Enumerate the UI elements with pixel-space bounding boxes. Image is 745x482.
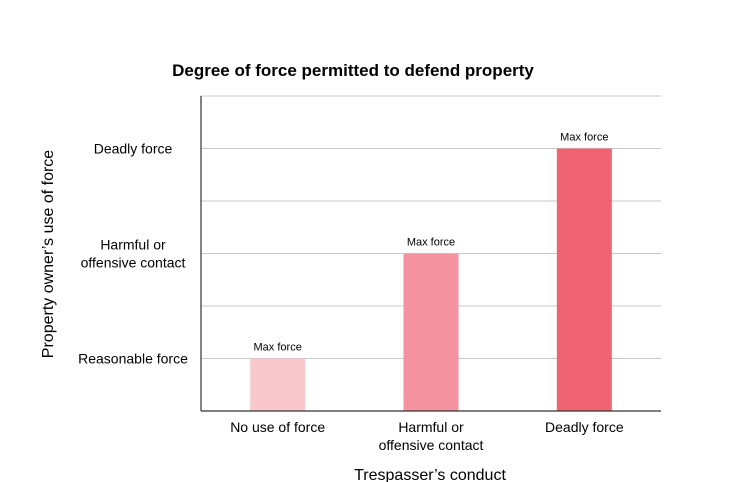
bar bbox=[250, 358, 306, 411]
bar bbox=[556, 148, 612, 411]
bar bbox=[403, 253, 459, 411]
y-axis-label: Property owner’s use of force bbox=[40, 150, 57, 359]
x-tick-label: No use of force bbox=[230, 419, 325, 435]
x-tick-label: Deadly force bbox=[545, 419, 624, 435]
y-tick-label: Deadly force bbox=[94, 141, 173, 157]
bars bbox=[250, 148, 612, 411]
y-tick-labels: Reasonable force Harmful or offensive cont… bbox=[78, 141, 188, 367]
y-tick-label: Harmful or offensive contact bbox=[81, 237, 186, 271]
bar-data-label: Max force bbox=[254, 342, 302, 354]
data-labels: Max force Max force Max force bbox=[254, 132, 609, 354]
chart-title: Degree of force permitted to defend prop… bbox=[172, 61, 534, 80]
x-axis-label: Trespasser’s conduct bbox=[354, 467, 506, 482]
axes bbox=[200, 96, 661, 412]
bar-data-label: Max force bbox=[407, 237, 455, 249]
x-tick-label: Harmful or offensive contact bbox=[379, 419, 484, 453]
y-tick-label: Reasonable force bbox=[78, 351, 188, 367]
bar-data-label: Max force bbox=[560, 132, 608, 144]
x-tick-labels: No use of force Harmful or offensive conta… bbox=[230, 419, 624, 453]
